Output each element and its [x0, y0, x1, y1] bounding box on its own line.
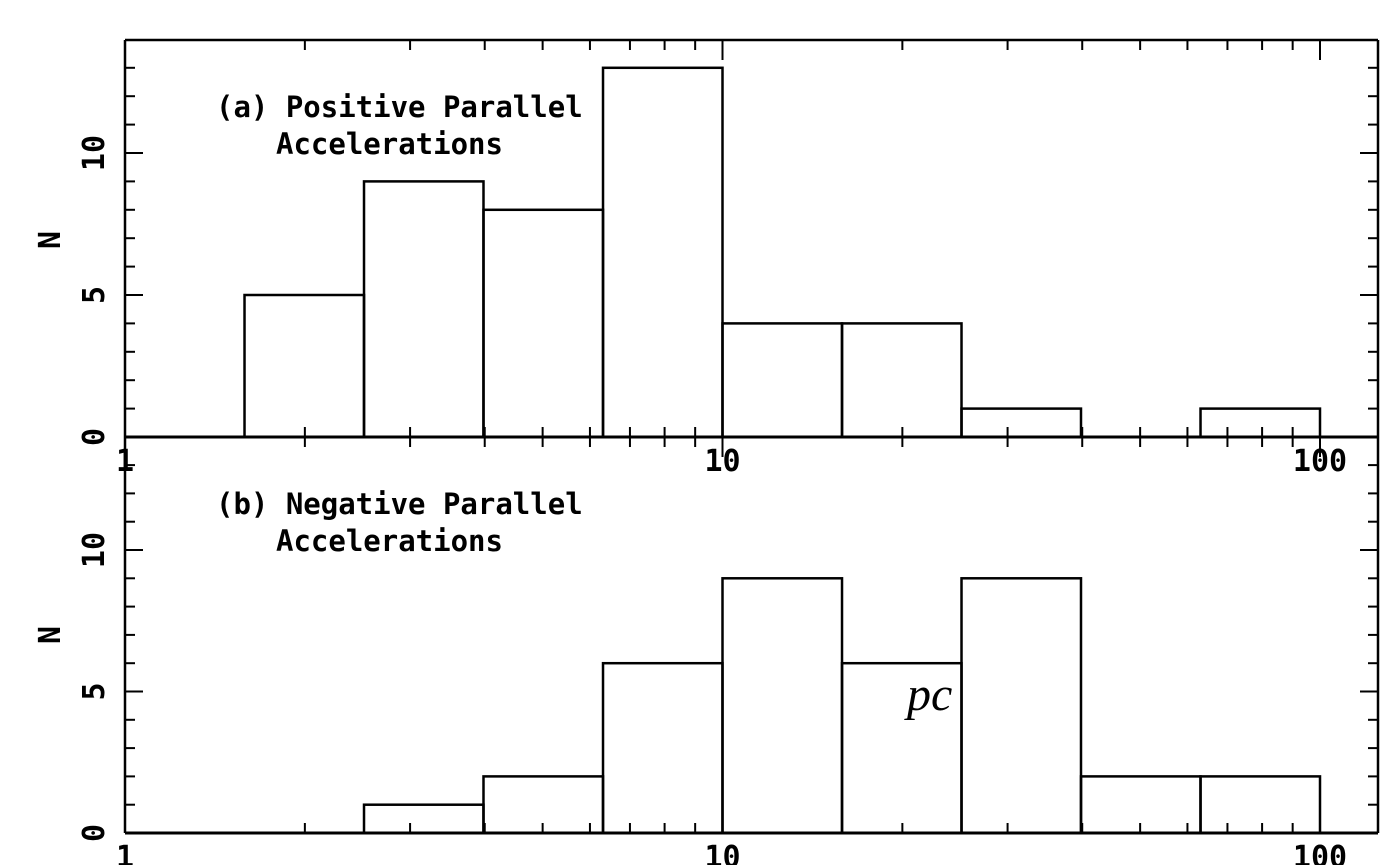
y-tick-label: 0: [77, 824, 112, 842]
histogram-bar: [362, 803, 485, 835]
y-tick-label: 5: [77, 286, 112, 304]
panel-b-label-line1: (b) Negative Parallel: [216, 487, 583, 521]
y-tick-label: 10: [77, 532, 112, 568]
histogram-bar: [362, 180, 485, 439]
histogram-bar: [1199, 775, 1322, 835]
x-tick-label: 10: [704, 840, 740, 865]
histogram-bar: [601, 661, 724, 835]
panel-b-annotation: pc: [904, 668, 952, 721]
x-tick-label: 1: [116, 840, 134, 865]
panel-b-xtick-labels: 1 10 100: [116, 840, 1347, 865]
y-tick-label: 10: [77, 135, 112, 171]
panel-b-bars: [362, 577, 1322, 835]
histogram-bar: [601, 66, 724, 439]
histogram-bar: [960, 407, 1083, 439]
x-tick-label: 100: [1293, 840, 1347, 865]
panel-a-bars: [243, 66, 1322, 439]
y-tick-label: 5: [77, 682, 112, 700]
histogram-bar: [1199, 407, 1322, 439]
panel-a-label-line2: Accelerations: [276, 127, 503, 161]
histogram-bar: [721, 577, 844, 835]
panel-a-ylabel: N: [33, 231, 68, 249]
panel-a-ytick-labels: 0 5 10: [77, 135, 112, 446]
histogram-bar: [243, 293, 366, 439]
panel-b-label-line2: Accelerations: [276, 524, 503, 558]
panel-a-label-line1: (a) Positive Parallel: [216, 90, 583, 124]
histogram-bar: [960, 577, 1083, 835]
panel-b-ytick-labels: 0 5 10: [77, 532, 112, 842]
y-tick-label: 0: [77, 428, 112, 446]
histogram-bar: [482, 208, 605, 439]
histogram-bar: [840, 322, 963, 439]
panel-b-ticks: [124, 437, 1378, 833]
panel-b-ylabel: N: [33, 626, 68, 644]
histogram-bar: [721, 322, 844, 439]
